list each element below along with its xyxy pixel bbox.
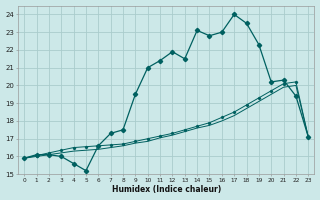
X-axis label: Humidex (Indice chaleur): Humidex (Indice chaleur) <box>112 185 221 194</box>
